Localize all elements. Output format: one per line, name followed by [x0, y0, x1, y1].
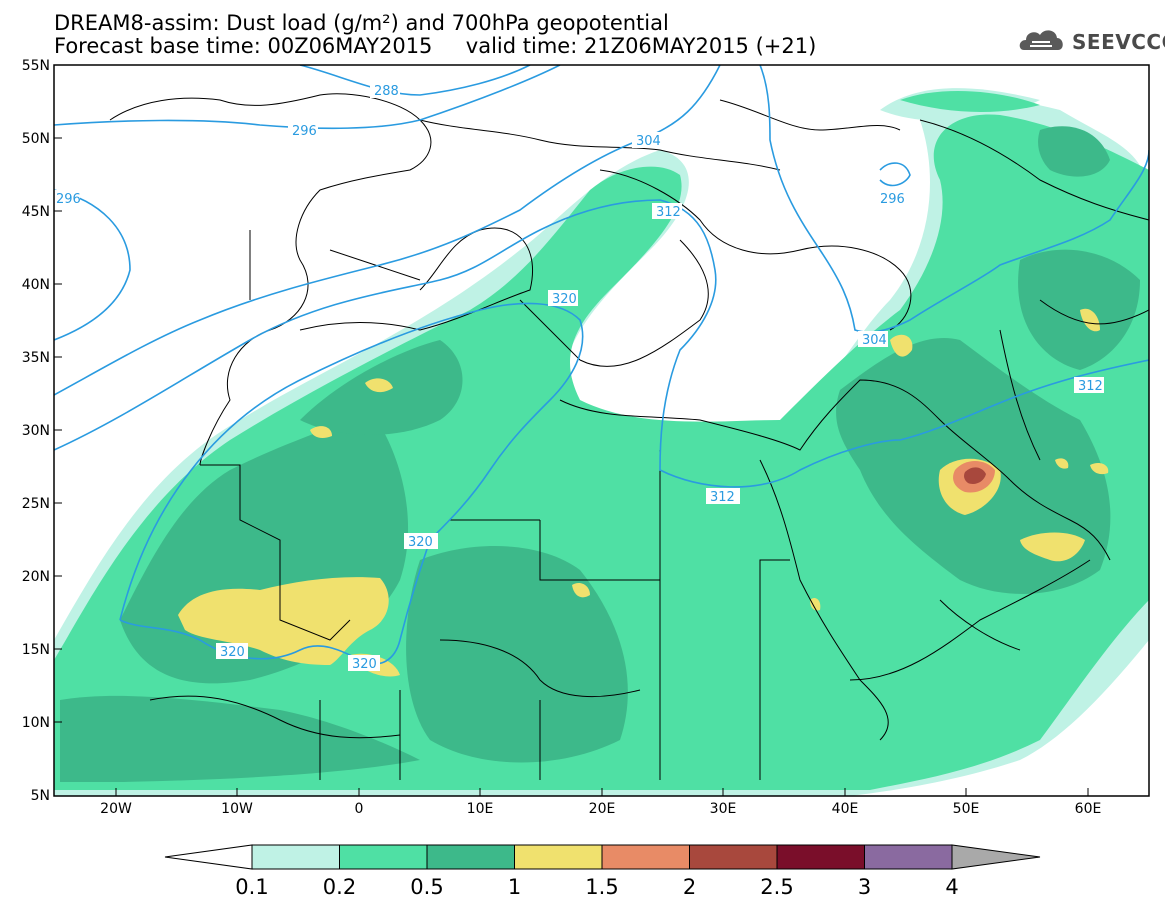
lat-label: 15N: [22, 642, 50, 658]
contour-label: 312: [1078, 379, 1103, 394]
seevccc-logo-text: SEEVCCC: [1072, 30, 1165, 54]
colorbar-tick-label: 0.5: [410, 875, 443, 899]
colorbar-tick-label: 0.1: [235, 875, 268, 899]
lon-label: 40E: [832, 801, 859, 817]
colorbar-over-triangle: [951, 844, 1041, 870]
lat-label: 35N: [22, 350, 50, 366]
colorbar-segment: [689, 844, 778, 870]
contour-label: 304: [862, 333, 887, 348]
colorbar-segment: [514, 844, 603, 870]
lat-label: 20N: [22, 569, 50, 585]
lon-label: 10W: [221, 801, 253, 817]
lon-label: 60E: [1075, 801, 1102, 817]
contour-label: 312: [710, 490, 735, 505]
contour-label: 304: [636, 134, 661, 149]
lat-label: 10N: [22, 715, 50, 731]
colorbar-tick-label: 4: [945, 875, 958, 899]
lat-label: 55N: [22, 58, 50, 74]
colorbar-segment: [601, 844, 690, 870]
lon-label: 30E: [710, 801, 737, 817]
lon-label: 20W: [100, 801, 132, 817]
lat-label: 30N: [22, 423, 50, 439]
colorbar-tick-label: 3: [858, 875, 871, 899]
contour-labels: 288 296 304 296 296 312 320 304 312 312 …: [54, 82, 1104, 672]
colorbar-segment: [251, 844, 340, 870]
seevccc-cloud-logo-icon: [1019, 30, 1063, 50]
contour-label: 320: [352, 657, 377, 672]
lon-label: 0: [355, 801, 364, 817]
latitude-axis: 55N 50N 45N 40N 35N 30N 25N 20N 15N 10N …: [22, 58, 50, 804]
lon-label: 10E: [467, 801, 494, 817]
map-title: DREAM8-assim: Dust load (g/m²) and 700hP…: [54, 11, 669, 35]
lat-label: 45N: [22, 204, 50, 220]
colorbar-tick-label: 0.2: [323, 875, 356, 899]
contour-label: 288: [374, 84, 399, 99]
lat-label: 5N: [31, 788, 50, 804]
contour-label: 320: [552, 292, 577, 307]
coastlines-borders: [109, 93, 1149, 780]
colorbar-tick-label: 2: [683, 875, 696, 899]
forecast-time-subtitle: Forecast base time: 00Z06MAY2015 valid t…: [54, 34, 817, 58]
longitude-axis: 20W 10W 0 10E 20E 30E 40E 50E 60E: [100, 801, 1101, 817]
lat-label: 40N: [22, 277, 50, 293]
contour-label: 296: [880, 192, 905, 207]
colorbar-tick-label: 1.5: [585, 875, 618, 899]
colorbar-segment: [864, 844, 953, 870]
colorbar-tick-label: 1: [508, 875, 521, 899]
contour-label: 296: [56, 192, 81, 207]
contour-label: 320: [408, 535, 433, 550]
dust-layer-hotspot: [953, 461, 995, 493]
lon-label: 50E: [953, 801, 980, 817]
lat-label: 25N: [22, 496, 50, 512]
lat-ticks: [54, 137, 1089, 796]
lon-label: 20E: [589, 801, 616, 817]
colorbar: 0.1 0.2 0.5 1 1.5 2 2.5 3 4: [164, 844, 1041, 899]
contour-label: 320: [220, 645, 245, 660]
colorbar-segment: [426, 844, 515, 870]
colorbar-segment: [776, 844, 865, 870]
colorbar-segment: [339, 844, 428, 870]
lat-label: 50N: [22, 131, 50, 147]
contour-label: 296: [292, 124, 317, 139]
contour-label: 312: [656, 205, 681, 220]
colorbar-tick-label: 2.5: [760, 875, 793, 899]
colorbar-under-triangle: [164, 844, 253, 870]
